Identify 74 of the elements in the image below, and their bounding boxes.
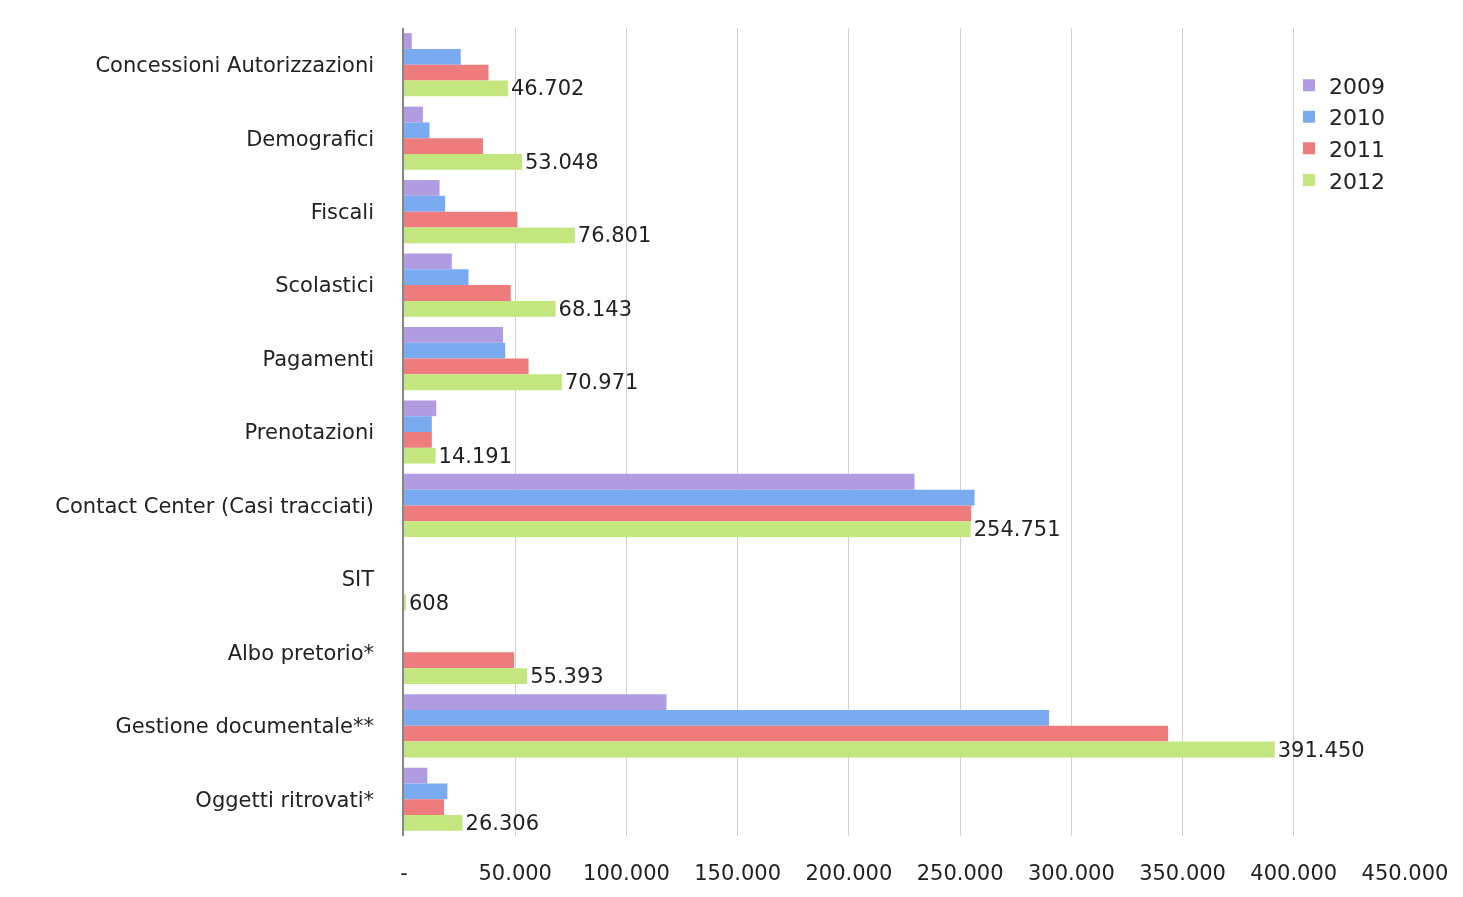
bar bbox=[404, 815, 463, 831]
x-tick-label: 350.000 bbox=[1139, 861, 1226, 885]
x-tick-label: 50.000 bbox=[478, 861, 552, 885]
x-tick-label: 100.000 bbox=[583, 861, 670, 885]
bar bbox=[404, 33, 412, 49]
bar bbox=[404, 473, 915, 490]
bar bbox=[404, 668, 528, 684]
data-label: 68.143 bbox=[558, 296, 633, 321]
data-label: 26.306 bbox=[465, 810, 539, 835]
x-tick-label: 400.000 bbox=[1250, 861, 1338, 885]
y-tick-label: SIT bbox=[341, 567, 375, 592]
bar bbox=[404, 326, 503, 343]
bar bbox=[404, 358, 529, 375]
y-tick-label: Pagamenti bbox=[262, 346, 375, 371]
bar bbox=[404, 138, 483, 154]
data-label: 76.801 bbox=[577, 223, 652, 248]
bar bbox=[404, 799, 445, 816]
x-tick-label: 150.000 bbox=[694, 861, 782, 885]
bar bbox=[404, 342, 506, 359]
y-tick-label: Fiscali bbox=[310, 199, 375, 224]
bar bbox=[404, 80, 508, 97]
data-label: 70.971 bbox=[564, 370, 639, 395]
bar bbox=[404, 447, 436, 464]
bar bbox=[404, 521, 971, 538]
y-tick-label: Oggetti ritrovati* bbox=[195, 787, 375, 812]
x-tick-label: 250.000 bbox=[916, 861, 1004, 885]
bar bbox=[404, 269, 469, 286]
bar bbox=[404, 432, 432, 448]
bar bbox=[404, 195, 446, 212]
legend-label: 2010 bbox=[1328, 105, 1385, 131]
y-tick-label: Scolastici bbox=[275, 273, 375, 298]
bar bbox=[404, 783, 448, 800]
data-label: 391.450 bbox=[1277, 737, 1365, 762]
y-tick-label: Contact Center (Casi tracciati) bbox=[55, 493, 375, 518]
bar bbox=[404, 48, 461, 65]
bar bbox=[404, 227, 575, 244]
bar bbox=[404, 180, 440, 196]
bar bbox=[404, 106, 423, 123]
bar bbox=[404, 710, 1050, 726]
legend-label: 2012 bbox=[1328, 168, 1385, 194]
y-tick-label: Albo pretorio* bbox=[227, 640, 375, 665]
y-tick-label: Prenotazioni bbox=[244, 420, 375, 445]
bar bbox=[404, 725, 1169, 742]
x-tick-label: 300.000 bbox=[1027, 861, 1115, 885]
bar bbox=[404, 374, 562, 391]
data-label: 55.393 bbox=[530, 664, 604, 689]
data-label: 254.751 bbox=[973, 517, 1061, 542]
bar bbox=[404, 694, 667, 711]
bar bbox=[404, 253, 452, 270]
bar bbox=[404, 64, 489, 81]
x-tick-label: 450.000 bbox=[1361, 861, 1449, 885]
y-tick-label: Demografici bbox=[246, 126, 375, 151]
data-label: 46.702 bbox=[510, 76, 585, 101]
bar bbox=[404, 767, 428, 784]
y-tick-label: Gestione documentale** bbox=[115, 714, 375, 739]
bar bbox=[404, 122, 430, 139]
y-tick-label: Concessioni Autorizzazioni bbox=[95, 53, 375, 78]
data-label: 608 bbox=[409, 590, 450, 615]
bar bbox=[404, 211, 518, 228]
x-tick-label: - bbox=[400, 861, 408, 885]
bar bbox=[404, 489, 975, 506]
bar bbox=[404, 400, 437, 417]
bar bbox=[404, 153, 522, 170]
bar bbox=[404, 505, 972, 522]
legend-label: 2011 bbox=[1328, 136, 1385, 162]
bar bbox=[404, 416, 432, 432]
bar bbox=[404, 285, 511, 301]
bar bbox=[404, 652, 515, 669]
legend-label: 2009 bbox=[1328, 73, 1385, 99]
bar bbox=[404, 741, 1275, 758]
x-tick-label: 200.000 bbox=[805, 861, 893, 885]
data-label: 14.191 bbox=[438, 443, 513, 468]
bar bbox=[404, 300, 556, 317]
data-label: 53.048 bbox=[525, 149, 599, 174]
